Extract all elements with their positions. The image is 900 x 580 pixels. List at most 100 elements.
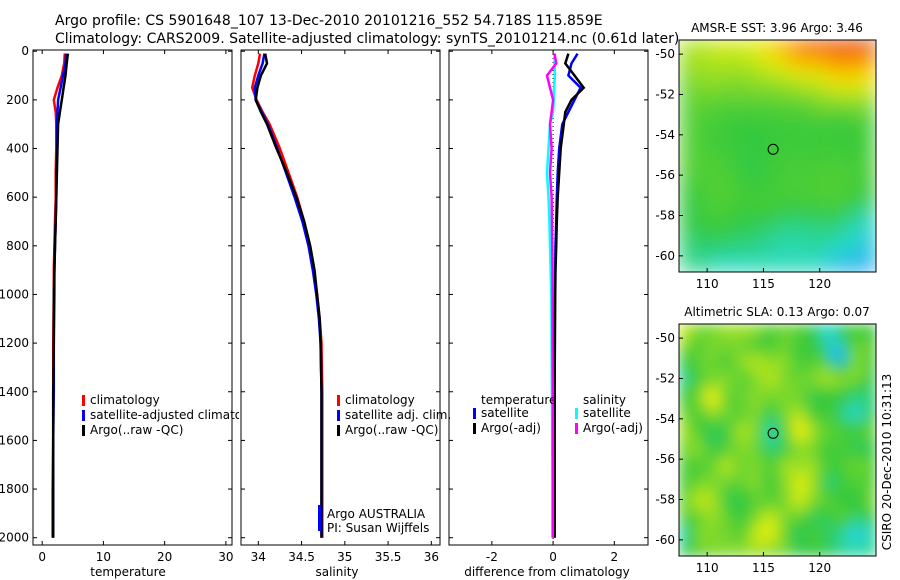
amsre-sst-cell — [720, 64, 729, 74]
altimetric-sla-cell — [769, 464, 779, 474]
altimetric-sla-cell — [744, 448, 754, 458]
altimetric-sla-cell — [834, 448, 844, 458]
figure-title-line2: Climatology: CARS2009. Satellite-adjuste… — [55, 31, 679, 47]
altimetric-sla-cell — [826, 431, 836, 441]
amsre-sst-cell — [777, 230, 787, 240]
altimetric-sla-cell — [826, 357, 836, 367]
amsre-sst-cell — [687, 238, 697, 248]
amsre-sst-cell — [744, 156, 754, 165]
altimetric-sla-cell — [785, 357, 795, 367]
altimetric-sla-cell — [851, 415, 861, 425]
amsre-sst-cell — [761, 147, 770, 157]
amsre-sst-cell — [818, 205, 828, 215]
amsre-sst-cell — [785, 255, 795, 265]
altimetric-sla-cell — [777, 373, 787, 383]
altimetric-sla-cell — [769, 415, 779, 425]
amsre-sst-cell — [843, 214, 852, 223]
amsre-sst-cell — [720, 197, 729, 207]
altimetric-sla-cell — [777, 382, 787, 391]
amsre-sst-cell — [785, 56, 795, 66]
amsre-sst-cell — [826, 48, 836, 58]
altimetric-sla-cell — [711, 481, 721, 491]
altimetric-sla-cell — [744, 456, 754, 466]
altimetric-sla-cell — [769, 365, 779, 375]
altimetric-sla-cell — [679, 431, 688, 441]
altimetric-sla-cell — [761, 357, 770, 367]
amsre-sst-cell — [802, 164, 811, 174]
altimetric-sla-cell — [728, 448, 738, 458]
sal-legend-2-swatch — [337, 425, 340, 436]
amsre-sst-cell — [736, 164, 746, 174]
amsre-sst-cell — [851, 56, 861, 66]
amsre-sst-cell — [851, 263, 861, 272]
amsre-sst-cell — [687, 156, 697, 165]
altimetric-sla-cell — [867, 547, 876, 556]
altimetric-sla-cell — [761, 382, 770, 391]
amsre-sst-cell — [752, 40, 762, 49]
altimetric-sla-cell — [769, 489, 779, 499]
sst-map-panel: AMSR-E SST: 3.96 Argo: 3.46 — [678, 21, 877, 273]
altimetric-sla-cell — [703, 365, 713, 375]
altimetric-sla-cell — [834, 489, 844, 499]
altimetric-sla-cell — [777, 506, 787, 516]
temperature-xtick-label: 0 — [38, 550, 46, 564]
amsre-sst-cell — [834, 180, 844, 190]
altimetric-sla-cell — [851, 440, 861, 449]
amsre-sst-cell — [826, 139, 836, 149]
altimetric-sla-cell — [843, 531, 852, 541]
amsre-sst-cell — [777, 131, 787, 141]
altimetric-sla-cell — [703, 547, 713, 556]
amsre-sst-cell — [744, 147, 754, 157]
altimetric-sla-cell — [793, 473, 803, 483]
altimetric-sla-cell — [703, 431, 713, 441]
amsre-sst-cell — [843, 222, 852, 232]
amsre-sst-cell — [720, 238, 729, 248]
amsre-sst-cell — [843, 247, 852, 257]
altimetric-sla-argo-marker — [767, 427, 779, 439]
altimetric-sla-cell — [761, 498, 770, 507]
amsre-sst-cell — [695, 48, 705, 58]
difference-xtick-label: 2 — [611, 550, 619, 564]
amsre-sst-cell — [785, 164, 795, 174]
altimetric-sla-cell — [744, 522, 754, 532]
altimetric-sla-cell — [752, 514, 762, 524]
amsre-sst-cell — [793, 56, 803, 66]
amsre-sst-cell — [818, 263, 828, 272]
altimetric-sla-cell — [728, 431, 738, 441]
altimetric-sla-cell — [728, 332, 738, 342]
altimetric-sla-cell — [679, 340, 688, 350]
altimetric-sla-cell — [744, 348, 754, 358]
amsre-sst-cell — [728, 73, 738, 83]
altimetric-sla-cell — [810, 473, 820, 483]
altimetric-sla-cell — [802, 357, 811, 367]
altimetric-sla-cell — [687, 365, 697, 375]
altimetric-sla-cell — [826, 481, 836, 491]
amsre-sst-cell — [769, 73, 779, 83]
amsre-sst-cell — [703, 180, 713, 190]
amsre-sst-cell — [761, 106, 770, 116]
altimetric-sla-cell — [785, 522, 795, 532]
altimetric-sla-cell — [834, 456, 844, 466]
altimetric-sla-cell — [785, 324, 795, 333]
amsre-sst-cell — [728, 180, 738, 190]
amsre-sst-cell — [810, 189, 820, 199]
amsre-sst-cell — [810, 156, 820, 165]
altimetric-sla-cell — [802, 448, 811, 458]
amsre-sst-cell — [744, 56, 754, 66]
amsre-sst-cell — [695, 73, 705, 83]
amsre-sst-cell — [834, 189, 844, 199]
amsre-sst-cell — [802, 64, 811, 74]
amsre-sst-cell — [679, 189, 688, 199]
amsre-sst-cell — [834, 222, 844, 232]
altimetric-sla-cell — [695, 382, 705, 391]
amsre-sst-cell — [859, 131, 869, 141]
altimetric-sla-cell — [761, 431, 770, 441]
amsre-sst-cell — [687, 48, 697, 58]
altimetric-sla-cell — [802, 348, 811, 358]
amsre-sst-cell — [802, 189, 811, 199]
amsre-sst-cell — [843, 40, 852, 49]
amsre-sst-xtick-label: 115 — [752, 277, 775, 291]
altimetric-sla-cell — [711, 398, 721, 408]
amsre-sst-cell — [834, 89, 844, 99]
altimetric-sla-cell — [810, 398, 820, 408]
